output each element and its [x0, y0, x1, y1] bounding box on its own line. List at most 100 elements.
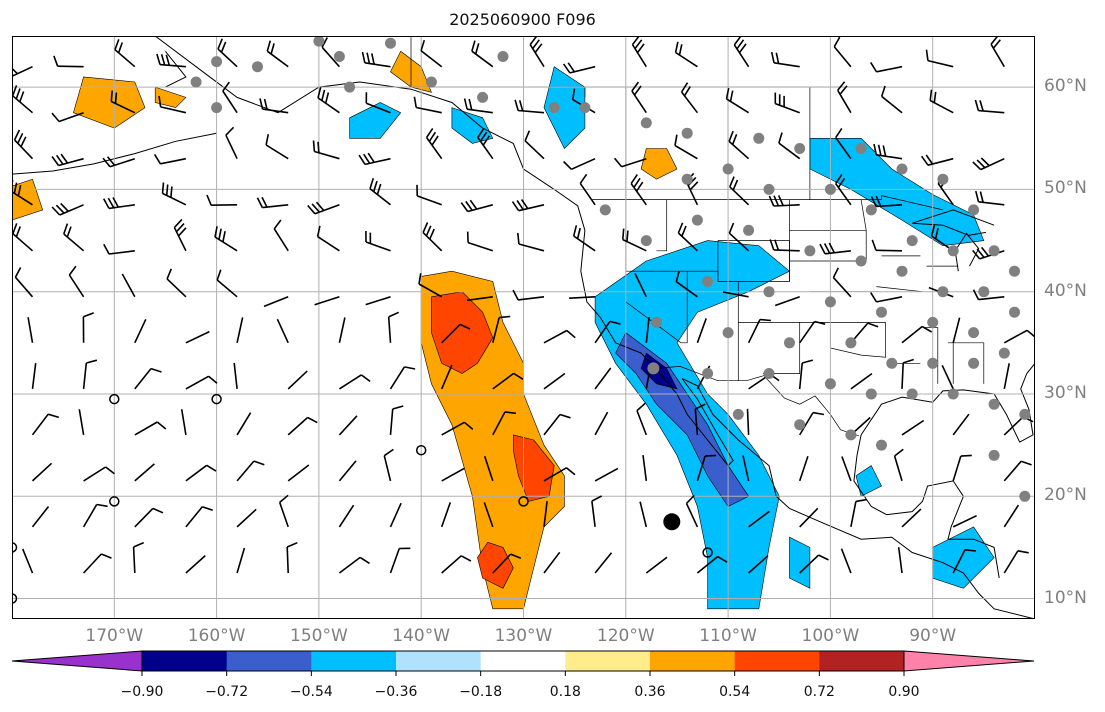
- wind-barb: [1003, 504, 1020, 528]
- shaded-region-1: [431, 291, 494, 374]
- wind-barb: [696, 454, 717, 482]
- wind-barb: [517, 232, 545, 252]
- wind-barb: [316, 225, 340, 252]
- station-dot-2: [190, 76, 202, 88]
- wind-barb: [134, 507, 164, 528]
- station-dot-45: [784, 337, 795, 349]
- wind-barb: [338, 317, 346, 343]
- wind-barb: [31, 363, 37, 389]
- wind-barb: [837, 81, 852, 114]
- wind-barb: [645, 316, 650, 343]
- wind-barb: [369, 177, 391, 206]
- wind-barb: [317, 87, 340, 114]
- station-dot-65: [211, 56, 223, 68]
- wind-barb: [440, 502, 452, 528]
- shaded-region-5: [73, 76, 146, 129]
- wind-barb: [748, 510, 770, 528]
- wind-barb: [180, 409, 187, 436]
- wind-barb: [677, 222, 698, 252]
- colorbar-tick-label: −0.90: [120, 684, 164, 700]
- wind-barb: [161, 182, 187, 206]
- shaded-region-10: [349, 102, 402, 139]
- wind-barb: [82, 312, 94, 343]
- station-dot-43: [651, 316, 662, 328]
- colorbar-segment-8: [819, 651, 905, 671]
- wind-barb: [27, 317, 34, 343]
- station-dot-7: [477, 91, 489, 103]
- wind-barb: [492, 315, 511, 343]
- colorbar-segment-0: [142, 651, 228, 671]
- map-canvas[interactable]: [12, 36, 1035, 619]
- wind-barb: [471, 40, 494, 68]
- wind-barb: [338, 374, 371, 390]
- station-dot-19: [1009, 265, 1020, 277]
- wind-barb: [441, 323, 471, 344]
- station-dot-36: [702, 276, 714, 287]
- station-dot-31: [804, 245, 816, 257]
- wind-barb: [387, 311, 400, 343]
- shaded-region-18: [855, 465, 882, 497]
- wind-barb: [799, 320, 826, 344]
- wind-barb: [901, 358, 914, 389]
- station-dot-8: [548, 102, 560, 114]
- lat-label: 30°N: [1044, 382, 1087, 403]
- shaded-region-3: [477, 541, 514, 589]
- wind-barb: [483, 502, 494, 528]
- wind-barb: [929, 89, 954, 114]
- lon-label: 130°W: [494, 626, 553, 646]
- border-21: [876, 286, 923, 293]
- calm-marker-3: [415, 444, 427, 456]
- lon-label: 170°W: [85, 626, 144, 646]
- wind-barb: [799, 411, 825, 436]
- wind-barb: [952, 454, 972, 482]
- colorbar-outline: [141, 650, 905, 672]
- wind-barb: [819, 242, 851, 255]
- wind-barb: [850, 372, 873, 390]
- wind-barb: [511, 199, 545, 212]
- wind-barb: [680, 82, 699, 114]
- wind-barb: [338, 460, 357, 482]
- wind-barb: [63, 223, 85, 252]
- wind-barb: [746, 408, 750, 435]
- wind-barb: [214, 226, 238, 252]
- wind-barb: [873, 143, 903, 160]
- border-5: [656, 199, 668, 252]
- wind-barb: [769, 239, 800, 252]
- wind-barb: [225, 126, 238, 160]
- wind-barb: [466, 231, 494, 252]
- wind-barb: [286, 541, 298, 574]
- wind-barb: [276, 318, 289, 344]
- colorbar-segment-3: [396, 651, 482, 671]
- wind-barb: [389, 366, 416, 390]
- map-panel[interactable]: [12, 36, 1035, 619]
- colorbar-segment-4: [480, 651, 566, 671]
- station-dot-32: [855, 255, 867, 267]
- coastline-4: [912, 209, 995, 236]
- station-dot-27: [599, 204, 611, 216]
- wind-barb: [639, 501, 648, 528]
- wind-barb: [132, 541, 145, 574]
- wind-barb: [733, 36, 750, 68]
- station-dot-5: [344, 81, 356, 93]
- wind-barb: [543, 501, 548, 527]
- station-markers: [12, 36, 1031, 604]
- wind-barb: [185, 375, 218, 390]
- wind-barb: [185, 506, 213, 528]
- wind-barb: [287, 416, 318, 436]
- wind-barb: [591, 495, 603, 527]
- wind-barb: [897, 547, 903, 574]
- lon-label: 120°W: [596, 626, 655, 646]
- graticule: [12, 36, 1035, 619]
- wind-barb: [972, 289, 1005, 301]
- wind-barb: [236, 412, 252, 436]
- wind-barb: [725, 87, 750, 114]
- wind-barb: [893, 448, 904, 482]
- colorbar-tick-label: 0.18: [549, 684, 581, 700]
- wind-barb: [338, 556, 370, 574]
- wind-barb: [102, 156, 136, 168]
- wind-barb: [696, 555, 728, 574]
- wind-barb: [361, 51, 391, 68]
- station-dot-67: [497, 51, 509, 62]
- wind-barb: [901, 419, 925, 436]
- station-dot-38: [824, 296, 836, 308]
